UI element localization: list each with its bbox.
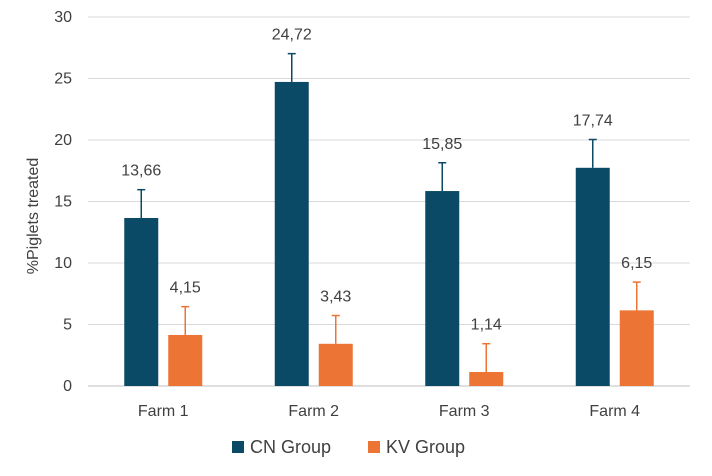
x-tick-label-farm-3: Farm 3 (439, 403, 490, 420)
bars (124, 81, 654, 386)
data-label-cn-farm-3: 15,85 (422, 136, 462, 153)
legend-swatch-cn (232, 441, 244, 453)
y-axis-ticks: 0 5 10 15 20 25 30 (54, 9, 72, 395)
bar-kv-farm-2 (318, 343, 353, 386)
x-tick-label-farm-2: Farm 2 (288, 403, 339, 420)
bar-cn-farm-1 (124, 217, 159, 386)
legend: CN Group KV Group (232, 437, 465, 457)
y-tick-label-0: 0 (63, 378, 72, 395)
y-tick-label-10: 10 (54, 255, 72, 272)
x-tick-label-farm-4: Farm 4 (589, 403, 640, 420)
error-bars (137, 52, 641, 372)
error-bar-kv-farm-1 (181, 305, 190, 335)
y-tick-label-30: 30 (54, 9, 72, 26)
legend-label-cn: CN Group (250, 437, 331, 457)
error-bar-cn-farm-1 (137, 188, 146, 218)
data-label-cn-farm-4: 17,74 (573, 113, 613, 130)
y-tick-label-5: 5 (63, 317, 72, 334)
bar-cn-farm-4 (575, 167, 610, 386)
error-bar-cn-farm-4 (588, 138, 597, 168)
bar-kv-farm-1 (168, 334, 203, 386)
gridlines (88, 16, 690, 387)
x-axis-ticks: Farm 1 Farm 2 Farm 3 Farm 4 (138, 403, 640, 420)
legend-item-kv: KV Group (368, 437, 465, 457)
error-bar-kv-farm-2 (331, 314, 340, 344)
legend-item-cn: CN Group (232, 437, 331, 457)
data-label-kv-farm-4: 6,15 (621, 255, 652, 272)
bar-cn-farm-2 (274, 81, 309, 386)
y-tick-label-15: 15 (54, 194, 72, 211)
error-bar-cn-farm-2 (287, 52, 296, 82)
data-label-cn-farm-1: 13,66 (121, 163, 161, 180)
bar-cn-farm-3 (425, 191, 460, 386)
bar-kv-farm-4 (619, 310, 654, 386)
data-label-kv-farm-1: 4,15 (170, 280, 201, 297)
data-label-kv-farm-2: 3,43 (320, 289, 351, 306)
data-label-cn-farm-2: 24,72 (272, 27, 312, 44)
data-labels: 13,66 4,15 24,72 3,43 15,85 1,14 17,74 6,15 (121, 27, 652, 334)
y-tick-label-25: 25 (54, 71, 72, 88)
x-tick-label-farm-1: Farm 1 (138, 403, 189, 420)
error-bar-kv-farm-3 (482, 342, 491, 372)
error-bar-kv-farm-4 (632, 281, 641, 311)
y-axis-title: %Piglets treated (25, 158, 42, 275)
data-label-kv-farm-3: 1,14 (471, 317, 502, 334)
y-tick-label-20: 20 (54, 132, 72, 149)
legend-label-kv: KV Group (386, 437, 465, 457)
error-bar-cn-farm-3 (438, 162, 447, 192)
legend-swatch-kv (368, 441, 380, 453)
bar-kv-farm-3 (469, 371, 504, 386)
